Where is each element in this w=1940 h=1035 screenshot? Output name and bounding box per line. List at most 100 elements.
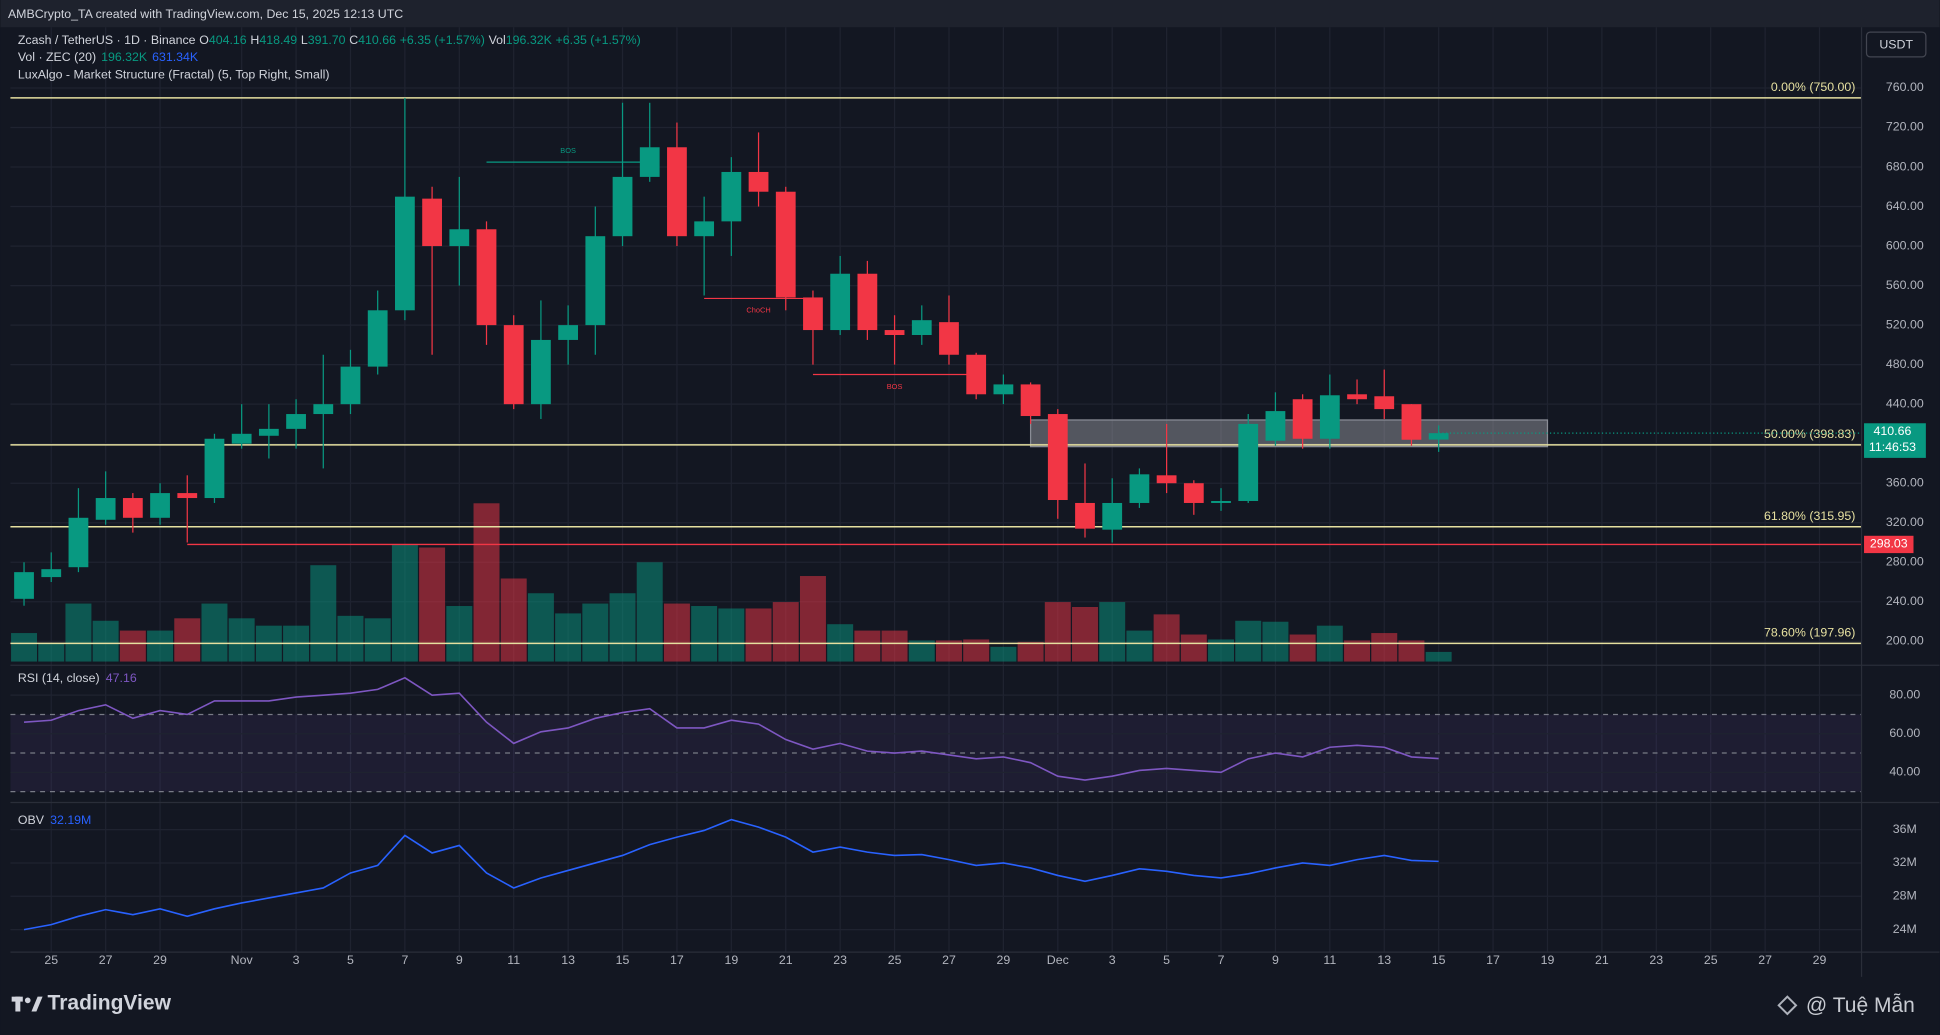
- candle-body: [939, 322, 959, 355]
- candle-body: [1292, 399, 1313, 439]
- volume-bar: [1289, 634, 1316, 662]
- title: OBV: [18, 813, 45, 827]
- y-tick-label: 320.00: [1886, 515, 1924, 529]
- ma: 631.34K: [152, 50, 199, 64]
- x-tick-label: 27: [942, 953, 956, 967]
- x-tick-label: 15: [1432, 953, 1446, 967]
- candle-body: [122, 498, 143, 518]
- y-tick-label: 60.00: [1889, 726, 1920, 740]
- volume-bar: [1099, 602, 1126, 662]
- x-tick-label: 23: [833, 953, 847, 967]
- candle-body: [286, 414, 306, 429]
- currency[interactable]: USDT: [1879, 37, 1913, 51]
- x-tick-label: 5: [347, 953, 354, 967]
- y-tick-label: 240.00: [1886, 594, 1924, 608]
- volume-bar: [1262, 621, 1289, 662]
- volume-bar: [310, 565, 337, 662]
- candle-body: [1401, 404, 1422, 440]
- volume-bar: [1044, 602, 1071, 662]
- top-bar: [0, 0, 1940, 28]
- volume-bar: [201, 603, 228, 662]
- candle-body: [95, 498, 116, 520]
- plot-area: 25 27 29 Nov 3 5 7 9 11 13 15 17 19 21 23 25 27 29 Dec 3 5 7 9…: [10, 27, 1926, 967]
- x-tick-label: 17: [1486, 953, 1500, 967]
- volume-bar: [1208, 639, 1235, 662]
- volume-bar: [799, 576, 826, 662]
- volume-bar: [92, 620, 119, 662]
- x-tick-label: 13: [1377, 953, 1391, 967]
- indicator-line: [23, 818, 1439, 931]
- watermark-icon: [1777, 995, 1798, 1016]
- countdown: 11:46:53: [1869, 440, 1916, 454]
- change: +6.35 (+1.57%): [400, 33, 485, 47]
- volume-bar: [228, 618, 255, 662]
- candle-body: [258, 428, 279, 436]
- value: 410.66: [358, 33, 396, 47]
- y-tick-label: 600.00: [1886, 238, 1924, 252]
- volume-bar: [609, 593, 636, 662]
- volume-bar: [119, 630, 146, 662]
- key: L: [301, 33, 308, 47]
- candle-body: [884, 330, 905, 335]
- candle-body: [422, 198, 442, 247]
- volume-bar: [174, 618, 201, 662]
- value: 32.19M: [50, 813, 91, 827]
- y-tick-label: 440.00: [1886, 396, 1924, 410]
- y-tick-label: 80.00: [1889, 687, 1920, 701]
- candle-body: [830, 273, 851, 331]
- value: 196.32K: [101, 50, 148, 64]
- candle-body: [639, 147, 660, 177]
- volume-bar: [364, 618, 391, 662]
- volume-bar: [419, 547, 446, 662]
- y-tick-label: 280.00: [1886, 555, 1924, 569]
- key: C: [349, 33, 358, 47]
- y-tick-label: 36M: [1893, 822, 1917, 836]
- volume-bar: [691, 606, 718, 662]
- name: Vol · ZEC (20): [18, 50, 96, 64]
- candle-body: [993, 384, 1014, 395]
- y-tick-label: 40.00: [1889, 765, 1920, 779]
- fib-label: 78.60% (197.96): [1764, 626, 1855, 640]
- title: RSI (14, close): [18, 671, 100, 685]
- y-tick-label: 520.00: [1886, 317, 1924, 331]
- candle-body: [857, 273, 878, 331]
- candle-body: [1238, 423, 1259, 501]
- volume-legend: Vol · ZEC (20) 196.32K 631.34K: [18, 50, 199, 64]
- volume-bar: [990, 646, 1017, 662]
- x-tick-label: 11: [1323, 953, 1336, 967]
- volume-bar: [881, 630, 908, 662]
- zone: [1029, 419, 1549, 448]
- candle-body: [503, 325, 524, 405]
- candle-body: [395, 196, 415, 311]
- y-tick-label: 760.00: [1886, 80, 1924, 94]
- credit: AMBCrypto_TA created with TradingView.co…: [8, 7, 403, 21]
- value: 391.70: [308, 33, 346, 47]
- value: 418.49: [259, 33, 297, 47]
- candle-body: [911, 320, 932, 335]
- x-tick-label: 5: [1163, 953, 1170, 967]
- candle-body: [1075, 502, 1095, 529]
- y-tick-label: 720.00: [1886, 120, 1924, 134]
- y-tick-label: 28M: [1893, 889, 1917, 903]
- candle-body: [966, 354, 987, 395]
- x-tick-label: 23: [1649, 953, 1663, 967]
- candle-body: [14, 572, 34, 599]
- x-tick-label: 27: [99, 953, 113, 967]
- candle-body: [612, 176, 633, 237]
- x-tick-label: 25: [888, 953, 902, 967]
- currency-button[interactable]: [1865, 31, 1927, 58]
- key: O: [199, 33, 209, 47]
- value: 196.32K: [506, 33, 553, 47]
- volume-bar: [446, 606, 473, 662]
- volume-bar: [1235, 620, 1262, 662]
- candle-body: [1265, 411, 1286, 441]
- volume-bar: [337, 615, 364, 662]
- x-tick-label: 27: [1758, 953, 1772, 967]
- volume-bar: [65, 603, 92, 662]
- volume-bar: [1425, 651, 1452, 662]
- candle-body: [1319, 395, 1340, 439]
- x-tick-label: 25: [44, 953, 58, 967]
- y-tick-label: 24M: [1893, 922, 1917, 936]
- candle-body: [177, 493, 198, 499]
